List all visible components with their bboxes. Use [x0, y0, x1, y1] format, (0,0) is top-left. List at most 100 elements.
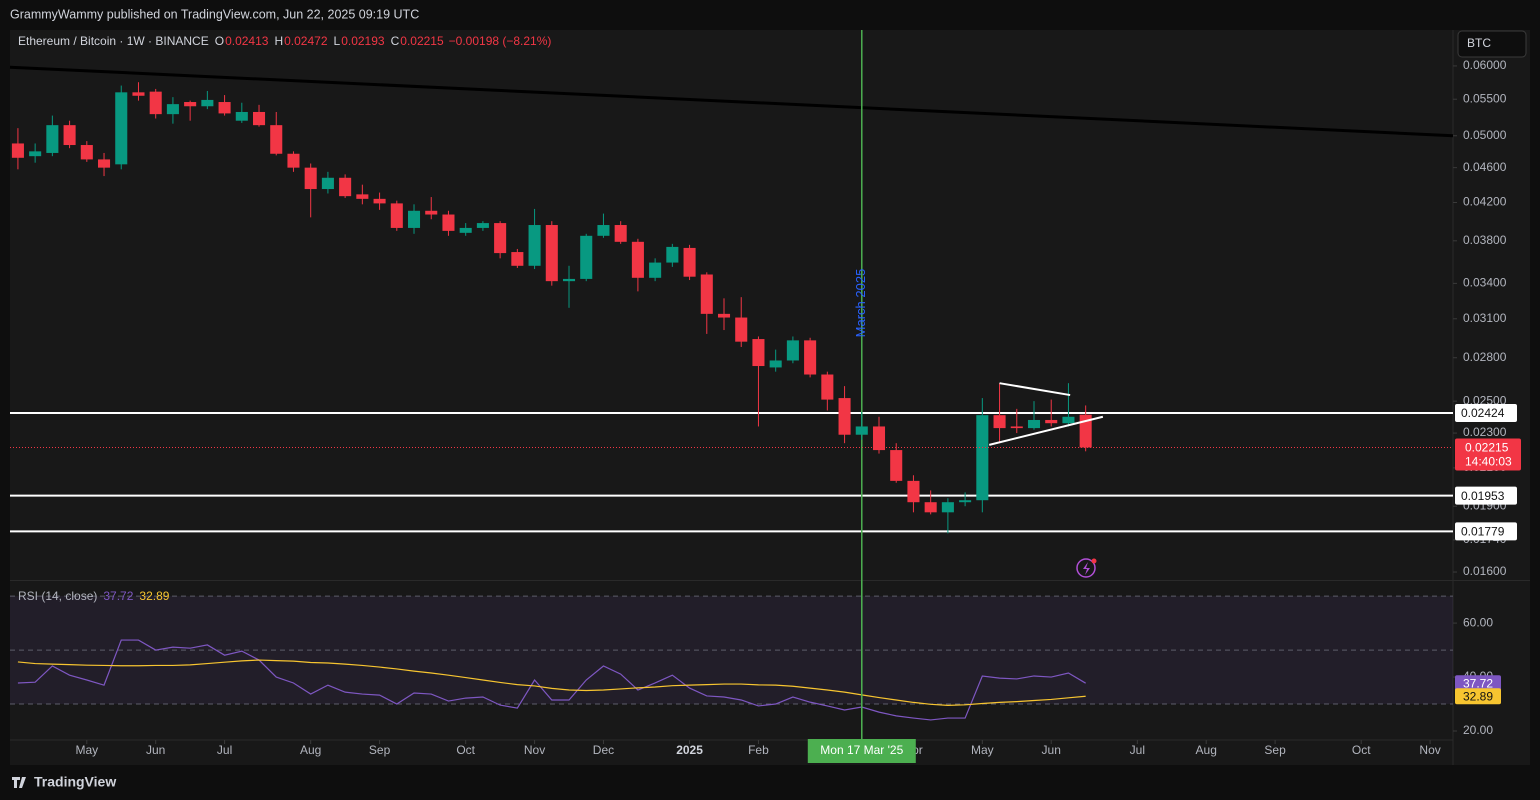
x-tick-label: Dec — [593, 743, 614, 757]
candle-body — [407, 210, 421, 228]
candle-body — [786, 340, 799, 361]
currency-button[interactable] — [1457, 30, 1527, 58]
trendline — [9, 65, 1454, 138]
candle-body — [562, 278, 576, 282]
candle-body — [545, 225, 558, 282]
y-tick-label: 0.01600 — [1463, 564, 1507, 578]
candle-body — [649, 262, 662, 278]
candle-body — [390, 203, 403, 228]
legend-item: O — [215, 34, 224, 48]
legend-item: L — [334, 34, 341, 48]
legend-item: Ethereum / Bitcoin · 1W · BINANCE — [18, 34, 209, 48]
candle-body — [511, 252, 524, 266]
y-tick-label: 0.06000 — [1463, 58, 1507, 72]
rsi-value-label: 32.89 — [1463, 689, 1493, 703]
candle-body — [1010, 426, 1023, 429]
y-tick-label: 0.02500 — [1463, 393, 1507, 407]
price-label: 0.02215 — [1465, 441, 1509, 455]
candle-body — [528, 225, 541, 266]
plot: 0.06000 0.05500 0.05000 0.04600 0.04200 0.038… — [9, 30, 1521, 763]
rsi-legend-item: 37.72 — [103, 589, 133, 603]
x-tick-label: Sep — [1264, 743, 1286, 757]
candle-body — [201, 99, 214, 107]
candle-body — [442, 214, 455, 231]
candle-body — [924, 502, 937, 513]
candle-body — [666, 246, 679, 263]
candle-body — [769, 360, 782, 368]
candle-body — [614, 225, 627, 242]
candle-body — [1045, 419, 1058, 424]
candle-body — [459, 227, 472, 233]
level-label: 0.01953 — [1461, 489, 1505, 503]
candle-body — [700, 274, 713, 314]
legend-item: H — [274, 34, 283, 48]
rsi-tick-label: 60.00 — [1463, 615, 1493, 629]
level-label: 0.02424 — [1461, 406, 1505, 420]
candle-body — [683, 247, 696, 277]
candle-body — [476, 223, 489, 228]
chart-area — [10, 30, 1530, 765]
y-tick-label: 0.03100 — [1463, 311, 1507, 325]
x-tick-label: Nov — [524, 743, 545, 757]
x-tick-label: Jun — [1042, 743, 1061, 757]
level-label-box — [1455, 403, 1517, 422]
candle-body — [872, 426, 886, 451]
candle-body — [98, 159, 111, 168]
alert-icon-dot — [1091, 558, 1097, 564]
triangle-line — [999, 382, 1071, 397]
y-tick-label: 0.05500 — [1463, 91, 1507, 105]
x-tick-label: Sep — [369, 743, 391, 757]
y-tick-label: 0.02800 — [1463, 350, 1507, 364]
candle-body — [735, 317, 748, 342]
level-label-box — [1455, 522, 1517, 541]
rsi-value-box — [1455, 675, 1501, 692]
candle-body — [717, 313, 731, 318]
alert-icon — [1076, 558, 1096, 578]
y-tick-label: 0.03800 — [1463, 233, 1507, 247]
candle-body — [494, 223, 507, 254]
brand-logo — [12, 777, 26, 788]
candle-body — [1062, 416, 1075, 424]
candle-body — [287, 153, 300, 168]
candle-body — [890, 450, 903, 481]
brand: TradingView — [34, 774, 116, 790]
currency-button-label[interactable]: BTC — [1467, 36, 1491, 50]
x-tick-label: Nov — [1419, 743, 1440, 757]
rsi-value-label: 37.72 — [1463, 676, 1493, 690]
y-tick-label: 0.03400 — [1463, 276, 1507, 290]
candle-body — [235, 111, 248, 121]
legend-item: 0.02413 — [225, 34, 269, 48]
x-tick-label: Jun — [146, 743, 165, 757]
legend-item: 0.02472 — [284, 34, 328, 48]
publisher: GrammyWammy published on TradingView.com… — [10, 7, 419, 21]
candle-body — [46, 125, 59, 153]
x-tick-label: Aug — [300, 743, 321, 757]
candle-body — [252, 111, 266, 126]
candle-body — [373, 198, 386, 204]
legend-item: −0.00198 (−8.21%) — [449, 34, 552, 48]
candle-body — [425, 210, 438, 215]
candle-body — [993, 415, 1006, 429]
candle-body — [132, 92, 145, 96]
candle-body — [1079, 414, 1092, 448]
rsi-legend-item: 32.89 — [139, 589, 169, 603]
candle-body — [941, 502, 954, 513]
chart-legend: Ethereum / Bitcoin · 1W · BINANCE O0.0241… — [18, 34, 551, 48]
candle-body — [339, 177, 352, 197]
candle-body — [804, 340, 817, 375]
y-tick-label: 0.04600 — [1463, 160, 1507, 174]
marker-label: March 2025 — [853, 269, 868, 338]
alert-icon-bolt — [1083, 562, 1090, 575]
candle-body — [11, 143, 24, 158]
candle-body — [907, 480, 920, 503]
countdown: 14:40:03 — [1465, 455, 1512, 469]
legend-item: 0.02215 — [400, 34, 444, 48]
rsi-legend-item: RSI (14, close) — [18, 589, 97, 603]
date-label-box — [807, 739, 916, 763]
candle-body — [166, 104, 179, 115]
candle-body — [631, 241, 644, 278]
legend-item: C — [391, 34, 400, 48]
x-tick-label: 2025 — [676, 743, 703, 757]
